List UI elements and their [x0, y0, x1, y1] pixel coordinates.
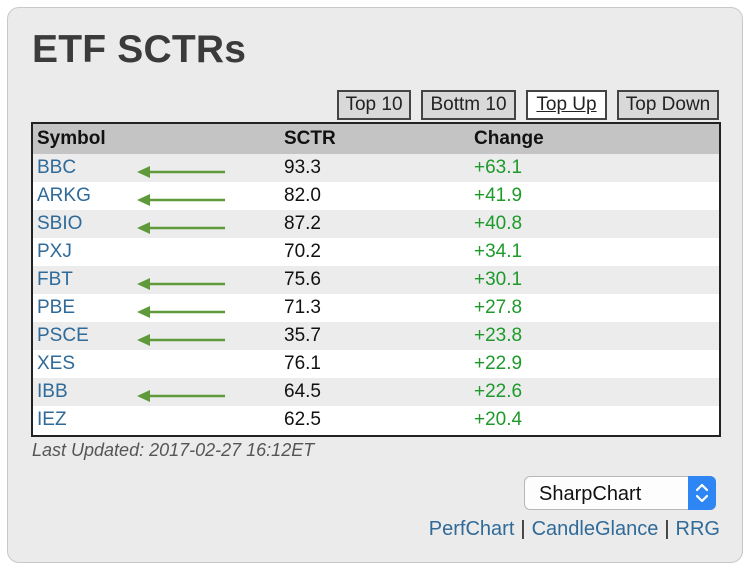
- change-value: +34.1: [474, 241, 523, 262]
- sctr-table: Symbol SCTR Change BBC 93.3 +63.1 ARKG 82.0 +…: [31, 122, 721, 437]
- column-header-change[interactable]: Change: [474, 128, 544, 149]
- symbol-link[interactable]: PBE: [37, 297, 76, 318]
- sctr-value: 35.7: [284, 325, 321, 346]
- sctr-value: 64.5: [284, 381, 321, 402]
- left-arrow-icon: [137, 302, 227, 318]
- left-arrow-icon: [137, 190, 227, 206]
- change-value: +41.9: [474, 185, 523, 206]
- sctr-value: 62.5: [284, 409, 321, 430]
- left-arrow-icon: [137, 162, 227, 178]
- table-row: FBT 75.6 +30.1: [33, 266, 719, 294]
- change-value: +27.8: [474, 297, 523, 318]
- chart-links: PerfChart | CandleGlance | RRG: [429, 518, 720, 541]
- change-value: +22.9: [474, 353, 523, 374]
- symbol-link[interactable]: BBC: [37, 157, 77, 178]
- sctr-value: 87.2: [284, 213, 321, 234]
- symbol-link[interactable]: FBT: [37, 269, 73, 290]
- tab-bottom-10[interactable]: Bottm 10: [421, 90, 516, 120]
- ranking-tabs: Top 10 Bottm 10 Top Up Top Down: [0, 90, 752, 122]
- symbol-link[interactable]: IEZ: [37, 409, 67, 430]
- table-body: BBC 93.3 +63.1 ARKG 82.0 +41.9 SBIO 87.2 +40.8 PX…: [33, 154, 719, 434]
- chart-type-select[interactable]: SharpChart: [524, 476, 716, 510]
- last-updated-text: Last Updated: 2017-02-27 16:12ET: [32, 440, 315, 460]
- tab-top-down[interactable]: Top Down: [617, 90, 719, 120]
- table-header: Symbol SCTR Change: [33, 124, 719, 154]
- table-row: PXJ 70.2 +34.1: [33, 238, 719, 266]
- change-value: +22.6: [474, 381, 523, 402]
- perfchart-link[interactable]: PerfChart: [428, 518, 515, 540]
- tab-top-up[interactable]: Top Up: [526, 90, 607, 120]
- table-row: SBIO 87.2 +40.8: [33, 210, 719, 238]
- symbol-link[interactable]: XES: [37, 353, 76, 374]
- sctr-value: 75.6: [284, 269, 321, 290]
- table-row: PBE 71.3 +27.8: [33, 294, 719, 322]
- change-value: +63.1: [474, 157, 523, 178]
- symbol-link[interactable]: SBIO: [37, 213, 83, 234]
- link-separator: |: [664, 518, 670, 540]
- change-value: +20.4: [474, 409, 523, 430]
- rrg-link[interactable]: RRG: [675, 518, 720, 540]
- table-row: BBC 93.3 +63.1: [33, 154, 719, 182]
- change-value: +40.8: [474, 213, 523, 234]
- change-value: +23.8: [474, 325, 523, 346]
- sctr-value: 82.0: [284, 185, 321, 206]
- symbol-link[interactable]: PSCE: [37, 325, 89, 346]
- tab-top-10[interactable]: Top 10: [337, 90, 411, 120]
- column-header-sctr[interactable]: SCTR: [284, 128, 336, 149]
- panel-title: ETF SCTRs: [32, 28, 247, 71]
- link-separator: |: [520, 518, 526, 540]
- sctr-value: 70.2: [284, 241, 321, 262]
- left-arrow-icon: [137, 330, 227, 346]
- chart-type-select-value: SharpChart: [539, 483, 642, 505]
- table-row: IBB 64.5 +22.6: [33, 378, 719, 406]
- symbol-link[interactable]: IBB: [37, 381, 68, 402]
- table-row: ARKG 82.0 +41.9: [33, 182, 719, 210]
- candleglance-link[interactable]: CandleGlance: [531, 518, 659, 540]
- left-arrow-icon: [137, 218, 227, 234]
- up-down-chevron-icon[interactable]: [688, 476, 716, 510]
- change-value: +30.1: [474, 269, 523, 290]
- table-row: XES 76.1 +22.9: [33, 350, 719, 378]
- sctr-value: 71.3: [284, 297, 321, 318]
- symbol-link[interactable]: ARKG: [37, 185, 91, 206]
- sctr-value: 76.1: [284, 353, 321, 374]
- left-arrow-icon: [137, 386, 227, 402]
- left-arrow-icon: [137, 274, 227, 290]
- table-row: IEZ 62.5 +20.4: [33, 406, 719, 434]
- symbol-link[interactable]: PXJ: [37, 241, 72, 262]
- sctr-value: 93.3: [284, 157, 321, 178]
- column-header-symbol[interactable]: Symbol: [37, 128, 106, 149]
- table-row: PSCE 35.7 +23.8: [33, 322, 719, 350]
